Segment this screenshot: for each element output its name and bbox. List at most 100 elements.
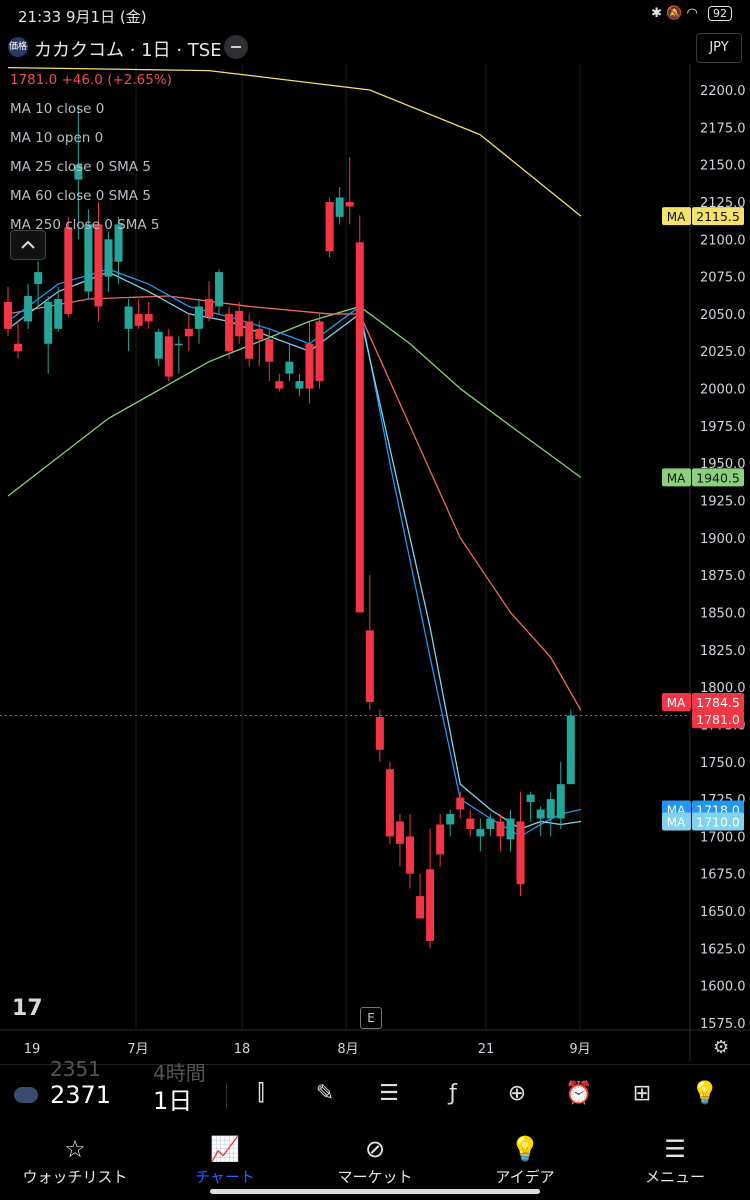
- price-tag-box: [692, 693, 744, 712]
- legend-ma-250[interactable]: MA 250 close 0 SMA 5: [10, 217, 160, 233]
- candle-body: [456, 797, 465, 810]
- candle-body: [245, 321, 254, 359]
- ma-tag-label: MA: [667, 696, 686, 710]
- price-tag-box: [692, 812, 744, 831]
- home-indicator: [210, 1189, 540, 1194]
- candle-body: [566, 715, 575, 785]
- candle-body: [506, 818, 515, 840]
- plus-icon[interactable]: ⊕: [507, 1081, 527, 1106]
- candle-body: [526, 794, 535, 803]
- legend-ma-10-open[interactable]: MA 10 open 0: [10, 130, 104, 146]
- battery-icon: 92: [708, 6, 732, 21]
- candles-icon[interactable]: ⫿: [257, 1081, 265, 1106]
- nav-ideas-label: アイデア: [495, 1168, 555, 1186]
- candle-body: [235, 310, 244, 337]
- timeframe-number[interactable]: 2371: [50, 1081, 112, 1109]
- nav-chart[interactable]: 📈 チャート: [150, 1126, 300, 1196]
- x-tick-label: 18: [234, 1042, 251, 1057]
- timeframe-label[interactable]: 1日: [153, 1087, 193, 1115]
- wifi-icon: ◠: [686, 6, 698, 21]
- candle-body: [416, 896, 425, 919]
- candle-body: [536, 809, 545, 819]
- ma-tag-label: MA: [667, 471, 686, 485]
- ideas-bulb-icon[interactable]: 💡: [691, 1081, 719, 1106]
- candle-body: [94, 224, 103, 307]
- candle-body: [114, 224, 123, 262]
- symbol-mini-icon[interactable]: [14, 1087, 38, 1103]
- candle-body: [466, 818, 475, 829]
- y-tick-label: 1875.0: [700, 569, 746, 584]
- y-tick-label: 2025.0: [700, 345, 746, 360]
- status-icons: ✱ 🔕 ◠ 92: [651, 6, 732, 21]
- chart-settings-icon[interactable]: ⚙: [713, 1037, 730, 1058]
- currency-selector[interactable]: JPY: [696, 33, 742, 63]
- fx-icon[interactable]: ƒ: [449, 1081, 457, 1106]
- candle-body: [365, 630, 374, 703]
- candle-body: [546, 799, 555, 819]
- symbol-badge[interactable]: 価格: [8, 37, 28, 57]
- candle-body: [476, 828, 485, 837]
- timeframe-label-prev: 4時間: [153, 1061, 206, 1085]
- y-tick-label: 1700.0: [700, 830, 746, 845]
- candle-body: [395, 821, 404, 844]
- candle-body: [305, 343, 314, 389]
- collapse-legend-toggle[interactable]: [10, 230, 46, 260]
- nav-watchlist[interactable]: ☆ ウォッチリスト: [0, 1126, 150, 1196]
- legend-ma-60[interactable]: MA 60 close 0 SMA 5: [10, 188, 151, 204]
- candle-body: [124, 306, 133, 329]
- indicators-icon[interactable]: ☰: [379, 1081, 399, 1106]
- price-tag-box: [692, 710, 744, 729]
- candle-body: [34, 272, 43, 285]
- y-tick-label: 1800.0: [700, 681, 746, 696]
- y-tick-label: 1650.0: [700, 905, 746, 920]
- symbol-title[interactable]: カカクコム · 1日 · TSE: [34, 40, 222, 61]
- candle-body: [184, 328, 193, 337]
- nav-menu-label: メニュー: [644, 1168, 705, 1186]
- y-tick-label: 2175.0: [700, 121, 746, 136]
- candle-body: [164, 336, 173, 377]
- ma-tag-box: [662, 812, 691, 831]
- alert-icon[interactable]: ⏰: [565, 1081, 593, 1106]
- y-tick-label: 2000.0: [700, 383, 746, 398]
- earnings-marker[interactable]: E: [360, 1007, 382, 1029]
- candle-body: [556, 784, 565, 819]
- pencil-icon[interactable]: ✎: [315, 1081, 335, 1106]
- candle-body: [275, 381, 284, 389]
- y-tick-label: 2100.0: [700, 233, 746, 248]
- candle-body: [74, 164, 83, 180]
- ma-tag-box: [662, 468, 691, 487]
- price-chart[interactable]: 1575.01600.01625.01650.01675.01700.01725…: [0, 64, 750, 1062]
- y-tick-label: 1825.0: [700, 644, 746, 659]
- candle-body: [225, 313, 234, 352]
- legend: 1781.0 +46.0 (+2.65%) MA 10 close 0 MA 1…: [10, 66, 172, 240]
- legend-ma-25[interactable]: MA 25 close 0 SMA 5: [10, 159, 151, 175]
- nav-watchlist-label: ウォッチリスト: [22, 1168, 128, 1186]
- candle-body: [446, 814, 455, 825]
- chart-header: 価格 カカクコム · 1日 · TSE JPY: [0, 30, 750, 64]
- candle-body: [355, 242, 364, 613]
- candle-body: [406, 836, 414, 874]
- legend-ma-10-close[interactable]: MA 10 close 0: [10, 101, 105, 117]
- y-tick-label: 2150.0: [700, 159, 746, 174]
- candle-body: [134, 313, 143, 326]
- candle-body: [24, 296, 33, 322]
- candle-body: [295, 381, 304, 389]
- candle-body: [436, 824, 445, 855]
- ma-tag-label: MA: [667, 815, 686, 829]
- hamburger-icon: ☰: [664, 1135, 686, 1163]
- candle-body: [385, 769, 394, 837]
- toolbar-divider: [226, 1083, 227, 1109]
- legend-price: 1781.0 +46.0 (+2.65%): [10, 72, 172, 88]
- x-tick-label: 7月: [127, 1042, 148, 1057]
- bluetooth-icon: ✱: [651, 6, 663, 21]
- price-tag-label: 1781.0: [696, 712, 740, 727]
- y-tick-label: 1625.0: [700, 942, 746, 957]
- nav-menu[interactable]: ☰ メニュー: [600, 1126, 750, 1196]
- x-tick-label: 19: [24, 1042, 41, 1057]
- layout-icon[interactable]: ⊞: [632, 1081, 652, 1106]
- nav-ideas[interactable]: 💡 アイデア: [450, 1126, 600, 1196]
- candle-body: [496, 821, 505, 837]
- collapse-legend-button[interactable]: [224, 35, 248, 59]
- candle-body: [285, 361, 294, 374]
- nav-markets[interactable]: ⊘ マーケット: [300, 1126, 450, 1196]
